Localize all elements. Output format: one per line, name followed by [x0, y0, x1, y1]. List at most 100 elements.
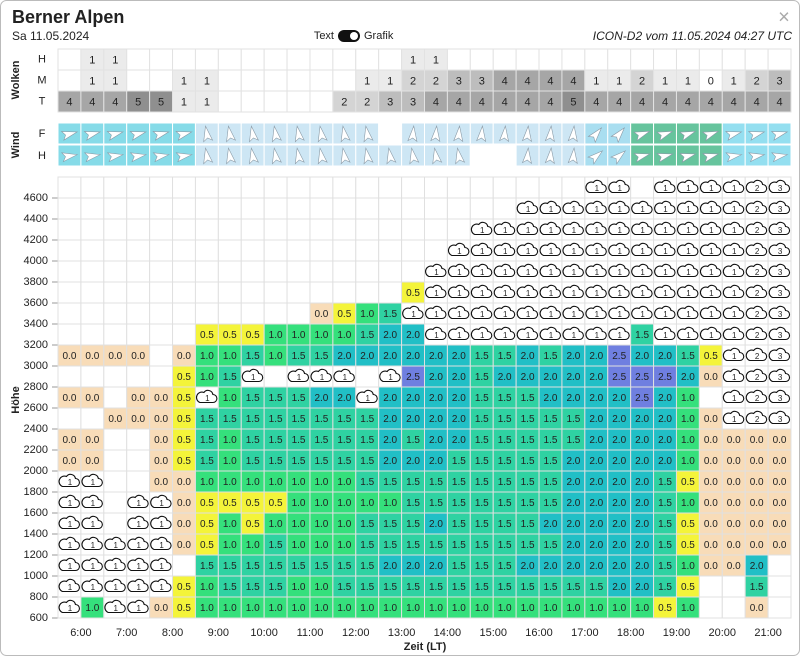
cell-value: 1.5	[269, 393, 283, 404]
cell-value: 1.5	[246, 561, 260, 572]
cell-value: 1.5	[452, 561, 466, 572]
height-cell	[217, 260, 242, 283]
cell-value: 2.0	[337, 351, 351, 362]
cell-value: 0.0	[63, 393, 77, 404]
cloud-icon	[562, 221, 584, 236]
height-cell	[286, 176, 311, 199]
cloud-icon	[447, 284, 470, 299]
cell-value: 2.0	[612, 477, 626, 488]
cell-value: 2.0	[452, 372, 466, 383]
cloud-octa: 1	[251, 373, 256, 382]
cloud-icon	[516, 221, 539, 236]
cloud-icon	[631, 284, 653, 299]
cell-value: 0.0	[704, 456, 718, 467]
height-cell	[401, 260, 425, 283]
view-toggle[interactable]	[338, 30, 360, 42]
cloud-octa: 1	[68, 478, 73, 487]
height-cell	[217, 281, 242, 304]
cell-value: 0.0	[773, 456, 787, 467]
cell-value: 1.5	[223, 561, 237, 572]
cell-value: 1.0	[223, 435, 237, 446]
cloud-cell	[126, 48, 151, 71]
cell-value: 2.0	[635, 477, 649, 488]
cell-value: 1.5	[337, 582, 351, 593]
cell-value: 2.0	[635, 414, 649, 425]
cloud-octa: 1	[709, 310, 714, 319]
cell-value: 2.0	[635, 456, 649, 467]
wind-cell	[469, 144, 494, 167]
cloud-icon	[562, 284, 584, 299]
cell-value: 0.5	[246, 519, 260, 530]
cell-value: 2.0	[635, 561, 649, 572]
wind-arrow	[702, 153, 720, 163]
cloud-octa: 1	[91, 583, 96, 592]
cloud-octa: 1	[663, 205, 668, 214]
cloud-icon	[539, 284, 562, 299]
close-button[interactable]: ×	[778, 6, 790, 28]
cell-value: 2.0	[566, 561, 580, 572]
cloud-value: 5	[570, 96, 576, 108]
cell-value: 1.5	[566, 582, 580, 593]
height-cell	[194, 197, 219, 220]
height-cell	[103, 512, 128, 535]
cell-value: 2.5	[658, 372, 672, 383]
wind-row-label: F	[39, 128, 46, 140]
toggle-grafik-label[interactable]: Grafik	[364, 30, 394, 42]
toggle-knob[interactable]	[350, 32, 358, 40]
height-cell	[126, 197, 151, 220]
cell-value: 1.0	[314, 477, 328, 488]
cell-value: 1.0	[635, 603, 649, 614]
cloud-icon	[150, 578, 172, 593]
cell-value: 0.0	[773, 498, 787, 509]
time-tick-label: 21:00	[754, 627, 782, 639]
wind-arrow	[656, 130, 674, 142]
cell-value: 0.0	[704, 540, 718, 551]
cloud-cell	[653, 48, 677, 71]
height-cell	[172, 554, 196, 577]
cell-value: 1.0	[269, 477, 283, 488]
cloud-octa: 1	[457, 289, 462, 298]
wind-arrow	[294, 147, 305, 165]
cloud-octa: 1	[159, 499, 164, 508]
cloud-octa: 1	[686, 205, 691, 214]
cell-value: 1.5	[475, 519, 489, 530]
cloud-icon	[287, 368, 310, 383]
toggle-text-label[interactable]: Text	[314, 30, 334, 42]
cell-value: 1.5	[314, 435, 328, 446]
cloud-octa: 1	[549, 331, 554, 340]
wind-arrow	[340, 147, 351, 165]
cloud-icon	[677, 326, 699, 341]
cloud-octa: 2	[755, 205, 760, 214]
wind-arrow	[747, 131, 766, 141]
time-tick-label: 14:00	[434, 627, 462, 639]
cell-value: 0.0	[177, 540, 191, 551]
wind-arrow	[476, 124, 487, 143]
cloud-icon	[104, 599, 126, 614]
cloud-icon	[127, 536, 149, 551]
cell-value: 2.0	[566, 477, 580, 488]
cell-value: 1.0	[475, 603, 489, 614]
cloud-icon	[470, 242, 493, 257]
cell-value: 1.0	[521, 603, 535, 614]
height-cell	[355, 281, 380, 304]
height-cell	[515, 176, 540, 199]
cloud-icon	[379, 368, 401, 383]
wind-arrow	[60, 152, 79, 163]
cell-value: 2.0	[452, 414, 466, 425]
height-cell	[378, 281, 403, 304]
cell-value: 1.5	[544, 414, 558, 425]
cell-value: 1.5	[246, 582, 260, 593]
cloud-icon	[745, 221, 768, 236]
cloud-icon	[585, 242, 607, 257]
cell-value: 1.5	[452, 582, 466, 593]
y-tick-label: 2200	[24, 444, 48, 456]
height-cell	[126, 176, 151, 199]
cloud-octa: 2	[755, 247, 760, 256]
cell-value: 1.0	[429, 603, 443, 614]
wind-arrow	[587, 127, 603, 144]
cell-value: 1.0	[246, 540, 260, 551]
cloud-octa: 1	[617, 331, 622, 340]
height-cell	[767, 554, 792, 577]
wind-arrow	[83, 131, 102, 141]
